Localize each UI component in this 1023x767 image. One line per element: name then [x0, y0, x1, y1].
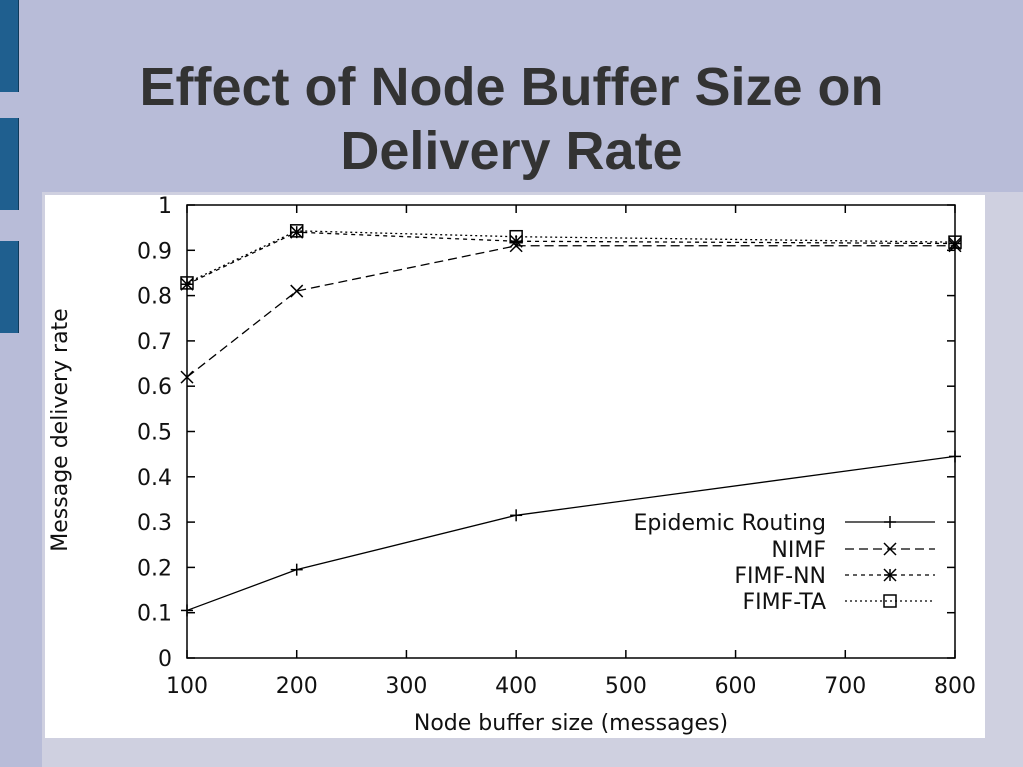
series-line-3 — [186, 231, 956, 285]
legend-label: Epidemic Routing — [634, 511, 826, 536]
y-tick-label: 0.4 — [137, 466, 172, 491]
legend-marker — [883, 542, 897, 556]
data-point — [289, 224, 304, 238]
y-tick-label: 0.7 — [137, 330, 172, 355]
x-axis-title: Node buffer size (messages) — [414, 711, 728, 736]
legend-marker — [883, 568, 897, 582]
y-tick-label: 0.3 — [137, 511, 172, 536]
x-tick-label: 400 — [495, 674, 537, 699]
legend-marker — [883, 594, 897, 608]
side-accent-bar — [0, 241, 19, 333]
chart-background — [45, 195, 985, 738]
side-accent-bar — [0, 118, 19, 210]
y-tick-label: 1 — [158, 194, 172, 219]
y-tick-label: 0.1 — [137, 602, 172, 627]
y-axis-title: Message delivery rate — [48, 308, 73, 551]
y-tick-label: 0 — [158, 647, 172, 672]
side-accent-bar — [0, 0, 19, 92]
legend-label: NIMF — [771, 538, 826, 563]
slide-title-line1: Effect of Node Buffer Size on — [139, 57, 884, 117]
data-point — [948, 235, 962, 249]
x-tick-label: 500 — [605, 674, 647, 699]
data-point — [180, 370, 194, 384]
data-point — [949, 450, 961, 463]
y-tick-label: 0.6 — [137, 375, 172, 400]
series-line-1 — [186, 455, 956, 612]
x-tick-label: 700 — [824, 674, 866, 699]
y-tick-label: 0.8 — [137, 285, 172, 310]
series-line-4 — [186, 230, 956, 284]
series-line-2 — [186, 245, 955, 378]
y-tick-label: 0.2 — [137, 556, 172, 581]
data-point — [181, 604, 193, 617]
legend-label: FIMF-NN — [734, 564, 826, 589]
data-point — [180, 276, 194, 290]
legend-marker — [884, 516, 896, 528]
slide-title-line2: Delivery Rate — [340, 121, 683, 181]
y-tick-label: 0.9 — [137, 239, 172, 264]
plot-frame — [186, 204, 956, 659]
x-tick-label: 100 — [166, 674, 208, 699]
y-tick-label: 0.5 — [137, 421, 172, 446]
x-tick-label: 600 — [715, 674, 757, 699]
x-tick-label: 200 — [276, 674, 318, 699]
x-tick-label: 300 — [385, 674, 427, 699]
data-point — [290, 284, 304, 298]
legend-label: FIMF-TA — [743, 590, 826, 615]
data-point — [290, 563, 303, 576]
data-point — [509, 229, 523, 244]
data-point — [510, 509, 523, 522]
slide-title: Effect of Node Buffer Size on Delivery R… — [0, 55, 1023, 183]
x-tick-label: 800 — [934, 674, 976, 699]
